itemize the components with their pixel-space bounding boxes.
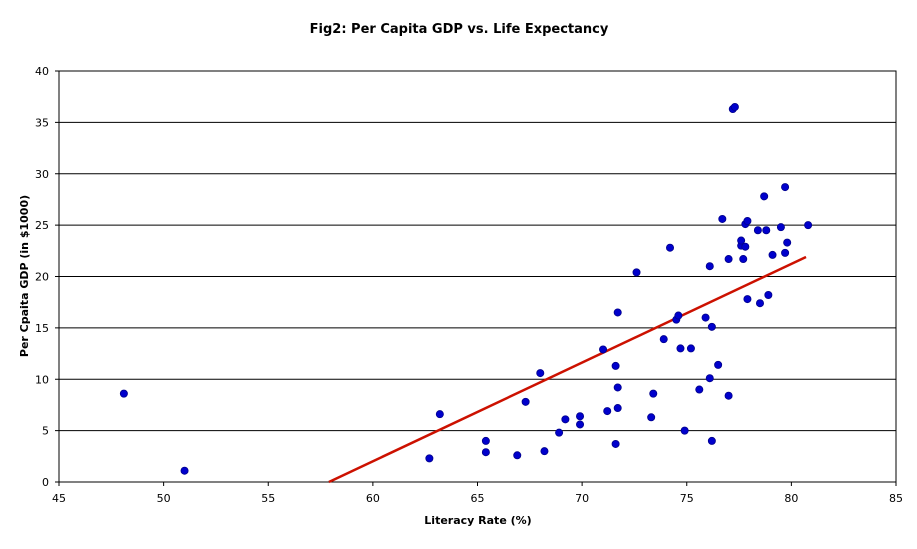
x-tick-label: 55 [261, 492, 275, 505]
data-point [695, 385, 704, 394]
data-point [743, 295, 752, 304]
data-point [632, 268, 641, 277]
y-tick-label: 5 [42, 425, 49, 438]
x-tick-label: 75 [680, 492, 694, 505]
data-point [435, 410, 444, 419]
data-point [804, 221, 813, 230]
data-point [647, 413, 656, 422]
data-point [676, 344, 685, 353]
data-point [481, 436, 490, 445]
data-point [737, 236, 746, 245]
data-point [425, 454, 434, 463]
chart-title: Fig2: Per Capita GDP vs. Life Expectancy [310, 22, 609, 37]
data-point [613, 404, 622, 413]
data-point [755, 299, 764, 308]
data-point [707, 322, 716, 331]
x-tick-label: 60 [366, 492, 380, 505]
data-point [705, 374, 714, 383]
data-point [764, 290, 773, 299]
y-tick-label: 40 [35, 65, 49, 78]
data-point [724, 391, 733, 400]
data-point [561, 415, 570, 424]
data-point [718, 214, 727, 223]
data-point [536, 369, 545, 378]
data-point [705, 262, 714, 271]
data-point [753, 226, 762, 235]
data-point [613, 383, 622, 392]
x-tick-label: 50 [157, 492, 171, 505]
y-tick-label: 15 [35, 322, 49, 335]
data-point [613, 308, 622, 317]
data-point [739, 255, 748, 264]
data-point [481, 448, 490, 457]
y-axis-label: Per Cpaita GDP (in $1000) [18, 195, 31, 357]
data-point [611, 439, 620, 448]
data-point [666, 243, 675, 252]
data-point [603, 407, 612, 416]
y-tick-label: 25 [35, 219, 49, 232]
data-point [762, 226, 771, 235]
data-point [119, 389, 128, 398]
x-tick-label: 45 [52, 492, 66, 505]
data-point [741, 242, 750, 251]
data-point [714, 360, 723, 369]
x-tick-label: 85 [889, 492, 903, 505]
data-point [576, 420, 585, 429]
y-tick-label: 20 [35, 271, 49, 284]
data-point [599, 345, 608, 354]
data-point [611, 361, 620, 370]
data-point [707, 436, 716, 445]
data-point [724, 255, 733, 264]
data-point [555, 428, 564, 437]
data-point [180, 466, 189, 475]
data-point [576, 412, 585, 421]
data-point [649, 389, 658, 398]
data-point [521, 397, 530, 406]
trendline-group [328, 255, 807, 484]
data-point [701, 313, 710, 322]
y-tick-label: 35 [35, 116, 49, 129]
y-tick-label: 0 [42, 476, 49, 489]
data-point [680, 426, 689, 435]
data-point [540, 447, 549, 456]
gridlines [59, 121, 896, 432]
y-tick-label: 30 [35, 168, 49, 181]
x-axis-ticks: 45 50 55 60 65 70 75 80 85 [52, 482, 903, 505]
data-point [730, 102, 739, 111]
data-point [781, 248, 790, 257]
y-tick-label: 10 [35, 373, 49, 386]
x-tick-label: 80 [784, 492, 798, 505]
y-axis-ticks: 0 5 10 15 20 25 30 35 40 [35, 65, 59, 489]
x-tick-label: 65 [471, 492, 485, 505]
data-point [743, 217, 752, 226]
x-axis-label: Literacy Rate (%) [424, 514, 531, 527]
data-point [674, 311, 683, 320]
data-point [781, 183, 790, 192]
data-point [686, 344, 695, 353]
data-point [760, 192, 769, 201]
trendline [328, 255, 807, 484]
data-point [776, 223, 785, 232]
data-point [513, 451, 522, 460]
data-point [659, 335, 668, 344]
data-points [119, 102, 813, 475]
x-tick-label: 70 [575, 492, 589, 505]
data-point [768, 250, 777, 259]
data-point [783, 238, 792, 247]
